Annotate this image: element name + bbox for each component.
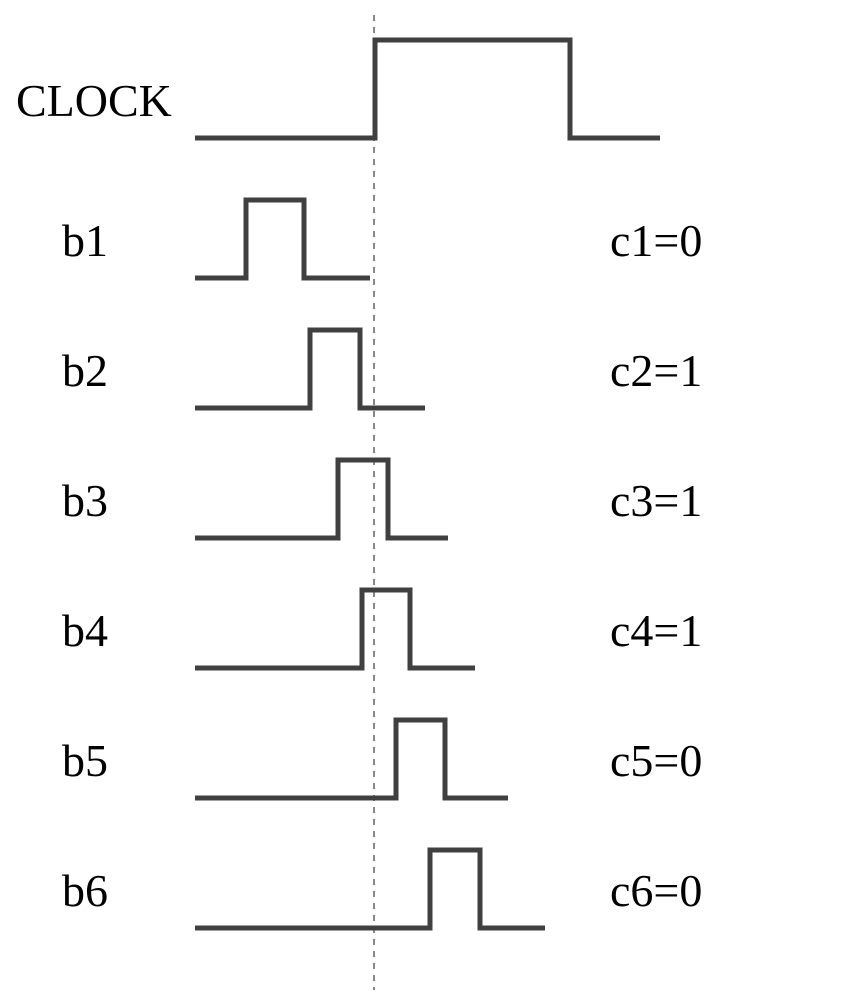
result-label-b2: c2=1 (610, 344, 702, 397)
signal-waveform-b3 (195, 460, 448, 538)
signal-waveform-b5 (195, 720, 508, 798)
result-label-b4: c4=1 (610, 604, 702, 657)
signal-waveform-b6 (195, 850, 545, 928)
signal-label-b4: b4 (62, 604, 108, 657)
signal-waveform-b2 (195, 330, 425, 408)
clock-label: CLOCK (16, 74, 172, 127)
signal-label-b6: b6 (62, 864, 108, 917)
result-label-b3: c3=1 (610, 474, 702, 527)
signal-label-b3: b3 (62, 474, 108, 527)
signal-label-b1: b1 (62, 214, 108, 267)
result-label-b1: c1=0 (610, 214, 702, 267)
signal-waveforms-group (195, 200, 545, 928)
waveforms-svg (0, 0, 848, 1000)
result-label-b5: c5=0 (610, 734, 702, 787)
clock-waveform (195, 40, 660, 138)
signal-waveform-b1 (195, 200, 370, 278)
signal-label-b2: b2 (62, 344, 108, 397)
signal-waveform-b4 (195, 590, 475, 668)
result-label-b6: c6=0 (610, 864, 702, 917)
timing-diagram: CLOCK b1 c1=0 b2 c2=1 b3 c3=1 b4 c4=1 b5 c5=0 b6 c6… (0, 0, 848, 1000)
signal-label-b5: b5 (62, 734, 108, 787)
